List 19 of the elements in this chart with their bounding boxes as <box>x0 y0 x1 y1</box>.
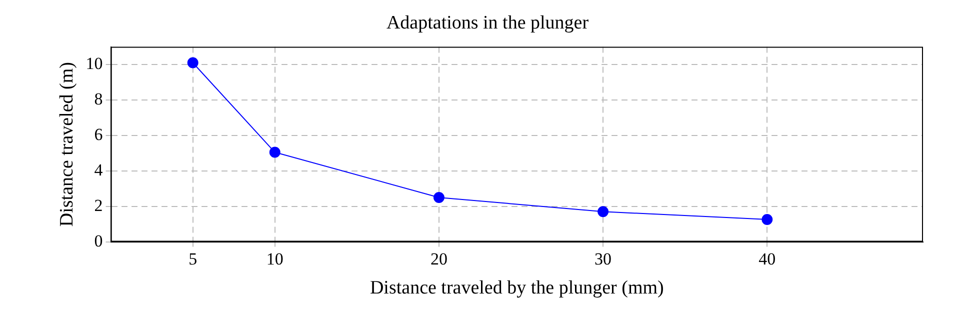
y-tick-label: 8 <box>94 89 103 108</box>
y-tick-label: 4 <box>94 160 104 180</box>
x-tick-label: 30 <box>594 249 612 268</box>
x-tick-label: 20 <box>430 249 448 268</box>
y-tick-label: 0 <box>94 231 103 250</box>
y-tick-label: 6 <box>94 124 103 144</box>
y-axis-title: Distance traveled (m) <box>56 62 78 227</box>
x-tick-label: 10 <box>266 249 284 268</box>
x-tick-label: 40 <box>758 249 776 268</box>
point <box>187 57 198 68</box>
x-tick-label: 5 <box>188 249 198 268</box>
point <box>269 146 280 158</box>
x-axis-title: Distance traveled by the plunger (mm) <box>370 278 664 299</box>
y-tick-label: 2 <box>94 196 103 215</box>
chart-title: Adaptations in the plunger <box>386 12 590 34</box>
y-tick-label: 10 <box>86 54 103 73</box>
point <box>433 192 444 203</box>
point <box>598 206 609 218</box>
point <box>762 214 773 225</box>
